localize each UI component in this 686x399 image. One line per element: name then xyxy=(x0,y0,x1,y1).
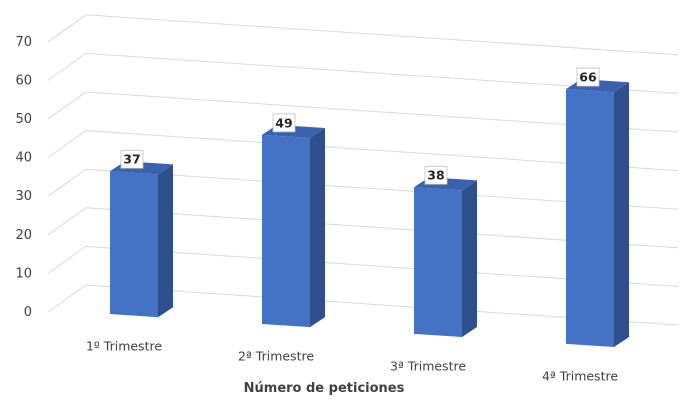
data-label: 37 xyxy=(120,149,144,169)
data-label-box xyxy=(120,149,144,169)
bar xyxy=(110,161,173,318)
data-label-box xyxy=(576,67,600,87)
data-label-value: 66 xyxy=(579,70,597,85)
x-tick-label: 4ª Trimestre xyxy=(542,368,618,383)
bar xyxy=(262,124,325,328)
y-tick-label: 30 xyxy=(15,189,32,204)
x-tick-label: 3ª Trimestre xyxy=(390,358,466,373)
data-label: 38 xyxy=(424,165,448,185)
y-tick-label: 20 xyxy=(15,228,32,243)
grid-line xyxy=(47,245,679,287)
bar-front xyxy=(566,89,614,347)
bar-side xyxy=(614,82,629,347)
grid-line xyxy=(47,14,679,56)
data-label-value: 37 xyxy=(123,152,140,167)
bar-front xyxy=(262,134,310,328)
x-axis-title: Número de peticiones xyxy=(244,381,405,396)
grid-line xyxy=(47,207,679,249)
data-label-box xyxy=(272,113,296,133)
data-label-value: 38 xyxy=(427,168,444,183)
bars: 37 49 38 66 xyxy=(110,67,629,347)
bar-side xyxy=(310,127,325,328)
grid-line xyxy=(47,130,679,172)
y-axis-ticks: 0 10 20 30 40 50 60 70 xyxy=(15,35,32,320)
x-tick-label: 2ª Trimestre xyxy=(238,349,314,364)
grid-line xyxy=(47,168,679,210)
data-label-box xyxy=(424,165,448,185)
grid-line xyxy=(47,52,679,94)
y-tick-label: 0 xyxy=(24,305,32,320)
y-tick-label: 70 xyxy=(15,35,32,50)
data-label-value: 49 xyxy=(275,115,292,130)
bar-side xyxy=(158,164,173,318)
x-axis-ticks: 1º Trimestre 2ª Trimestre 3ª Trimestre 4ª T… xyxy=(86,339,618,384)
grid-lines xyxy=(47,14,679,326)
data-label: 49 xyxy=(272,113,296,133)
x-tick-label: 1º Trimestre xyxy=(86,339,162,354)
bar xyxy=(566,79,629,347)
bar-front xyxy=(414,187,462,338)
y-tick-label: 40 xyxy=(15,151,32,166)
data-label: 66 xyxy=(576,67,600,87)
bar-side xyxy=(462,180,477,338)
bar-front xyxy=(110,171,158,318)
bar xyxy=(414,177,477,338)
y-tick-label: 50 xyxy=(15,112,32,127)
grid-line xyxy=(47,284,679,326)
y-tick-label: 60 xyxy=(15,73,32,88)
grid-line xyxy=(47,91,679,133)
y-tick-label: 10 xyxy=(15,266,32,281)
